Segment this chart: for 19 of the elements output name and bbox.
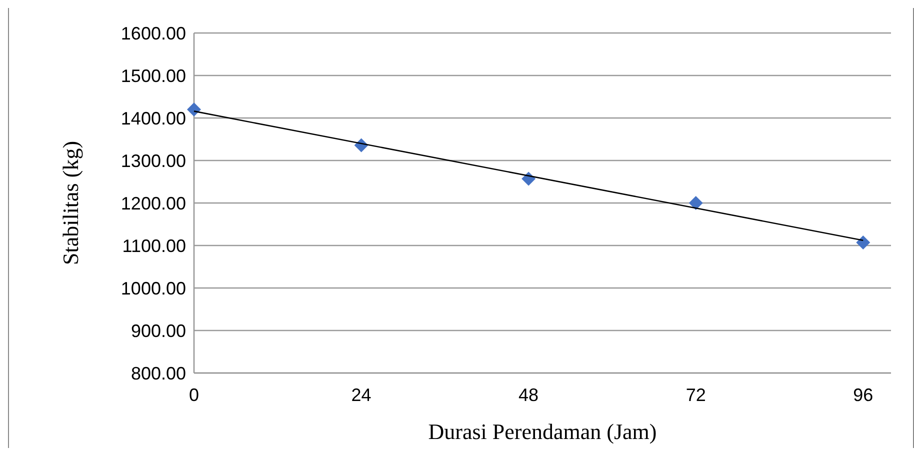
y-tick-label: 1500.00 bbox=[120, 66, 186, 86]
y-tick-label: 1600.00 bbox=[120, 23, 186, 44]
x-tick-label: 0 bbox=[188, 385, 200, 405]
y-tick-label: 1400.00 bbox=[120, 108, 186, 128]
y-tick-label: 1200.00 bbox=[120, 193, 186, 214]
x-tick-label: 24 bbox=[351, 385, 372, 405]
y-tick-label: 800.00 bbox=[130, 363, 186, 384]
y-tick-label: 1100.00 bbox=[122, 236, 186, 256]
point bbox=[856, 236, 870, 250]
point bbox=[187, 102, 201, 116]
y-axis-title: Stabilitas (kg) bbox=[58, 140, 83, 266]
y-tick-label: 1000.00 bbox=[120, 278, 186, 298]
point bbox=[688, 196, 703, 210]
x-axis-title: Durasi Perendaman (Jam) bbox=[428, 419, 657, 444]
y-tick-label: 900.00 bbox=[130, 320, 186, 341]
y-tick-label: 1300.00 bbox=[120, 150, 186, 171]
x-tick-label: 96 bbox=[853, 385, 874, 405]
x-tick-label: 72 bbox=[686, 385, 706, 405]
x-tick-label: 48 bbox=[518, 385, 539, 405]
